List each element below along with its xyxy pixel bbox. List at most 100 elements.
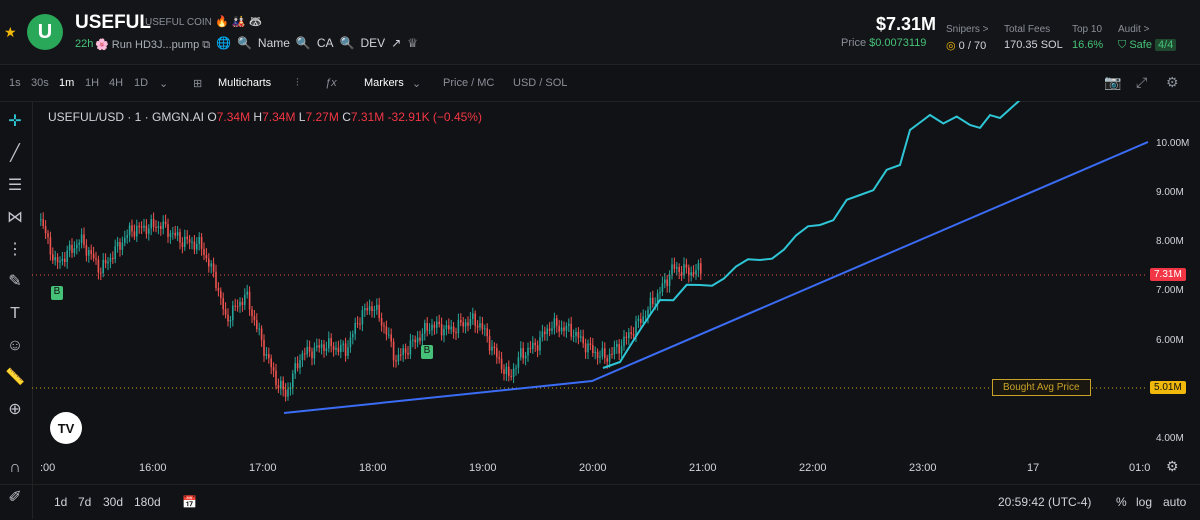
candle-body [42,219,44,227]
interval-1h[interactable]: 1H [85,77,100,89]
candles-icon[interactable]: ⫶ [296,77,299,89]
price-tick: 9.00M [1156,187,1184,198]
candle-body [203,248,205,256]
lock-icon[interactable]: ✐ [8,489,22,506]
candle-body [270,358,272,368]
candle-body [49,237,52,255]
audit-label[interactable]: Audit > [1118,24,1150,35]
price-mc-toggle[interactable]: Price / MC [443,77,495,89]
indicators-icon[interactable]: ƒx [325,77,337,89]
percent-toggle[interactable]: % [1116,495,1127,509]
candle-body [560,327,563,332]
calendar-icon[interactable]: 📅 [182,495,197,509]
chevron-down-icon[interactable]: ⌄ [412,78,422,90]
candle-body [577,331,580,338]
snipers-label[interactable]: Snipers > [946,24,989,35]
search-icon[interactable]: 🔍 [339,36,355,50]
candle-body [692,272,695,275]
search-icon[interactable]: 🔍 [295,36,311,50]
globe-icon[interactable]: 🌐 [216,36,231,50]
markers-button[interactable]: Markers [364,77,404,89]
candle-body [486,328,488,337]
auto-toggle[interactable]: auto [1163,495,1187,509]
zoom-icon[interactable]: ⊕ [8,401,22,418]
usd-sol-toggle[interactable]: USD / SOL [513,77,568,89]
candle-body [361,310,364,325]
tradingview-logo-text: TV [58,421,75,436]
magnet-icon[interactable]: ∩ [9,459,21,476]
external-link-icon[interactable]: ↗ [391,36,402,50]
range-180d[interactable]: 180d [134,495,161,509]
candle-body [304,353,306,355]
range-7d[interactable]: 7d [78,495,92,509]
interval-30s[interactable]: 30s [31,77,49,89]
candle-body [284,389,287,397]
candle-body [112,257,114,260]
buy-marker[interactable]: B [421,345,433,359]
time-tick: 21:00 [689,462,717,474]
range-1d[interactable]: 1d [54,495,68,509]
candle-body [56,257,59,263]
candle-body [174,232,176,236]
multicharts-button[interactable]: Multicharts [218,77,272,89]
ruler-icon[interactable]: 📏 [5,369,25,386]
price-chart[interactable]: TV [32,101,1200,461]
emoji-icon[interactable]: ☺ [6,337,24,354]
fib-icon[interactable]: ☰ [7,177,23,194]
camera-icon[interactable]: 📷 [1104,74,1122,90]
candle-body [608,353,611,362]
contract-address[interactable]: HD3J...pump [135,39,200,51]
add-icon[interactable]: ⊞ [193,78,203,90]
crosshair-icon[interactable]: ✛ [8,113,22,130]
candle-body [654,303,656,305]
interval-1m[interactable]: 1m [59,77,75,89]
candle-body [325,348,328,352]
run-label: 🌸 Run [95,39,132,51]
candle-body [452,326,455,333]
text-icon[interactable]: T [10,305,20,322]
candle-body [172,232,174,234]
gear-icon[interactable]: ⚙ [1166,74,1179,90]
brush-icon[interactable]: ✎ [8,273,22,290]
favorite-star-icon[interactable]: ★ [4,24,17,40]
search-icon[interactable]: 🔍 [236,36,252,50]
candle-body [66,250,68,263]
link-name[interactable]: Name [257,36,290,50]
candle-body [241,301,244,305]
interval-1d[interactable]: 1D [134,77,149,89]
candle-body [496,347,498,358]
close-value: 7.31M [350,110,385,124]
forecast-icon[interactable]: ⋮ [7,241,23,258]
range-30d[interactable]: 30d [103,495,124,509]
interval-4h[interactable]: 4H [109,77,124,89]
buy-marker[interactable]: B [51,286,63,300]
interval-1s[interactable]: 1s [9,77,21,89]
log-toggle[interactable]: log [1136,495,1153,509]
candle-body [548,328,551,331]
candle-body [59,261,61,263]
link-ca[interactable]: CA [316,36,334,50]
candle-body [491,346,493,351]
copy-icon[interactable]: ⧉ [202,39,211,51]
candle-body [80,234,83,243]
candle-body [140,226,143,228]
candle-body [407,352,409,355]
candle-body [505,366,508,375]
candle-body [685,264,688,268]
candle-body [157,226,160,228]
trendline-icon[interactable]: ╱ [10,145,20,162]
projection-drawing [602,101,1021,369]
crown-icon[interactable]: ♕ [407,36,419,50]
price-row: Price $0.0073119 [841,37,926,49]
candle-body [680,272,683,276]
candle-body [40,219,42,221]
candle-body [445,325,448,329]
settings-icon[interactable]: ⚙ [1166,458,1179,474]
candle-body [121,242,124,250]
price-tick: 4.00M [1156,433,1184,444]
fullscreen-icon[interactable]: ⤢ [1136,74,1148,90]
chevron-down-icon[interactable]: ⌄ [159,78,169,90]
candle-body [109,257,112,262]
pattern-icon[interactable]: ⋈ [7,209,23,226]
link-dev[interactable]: DEV [360,36,386,50]
